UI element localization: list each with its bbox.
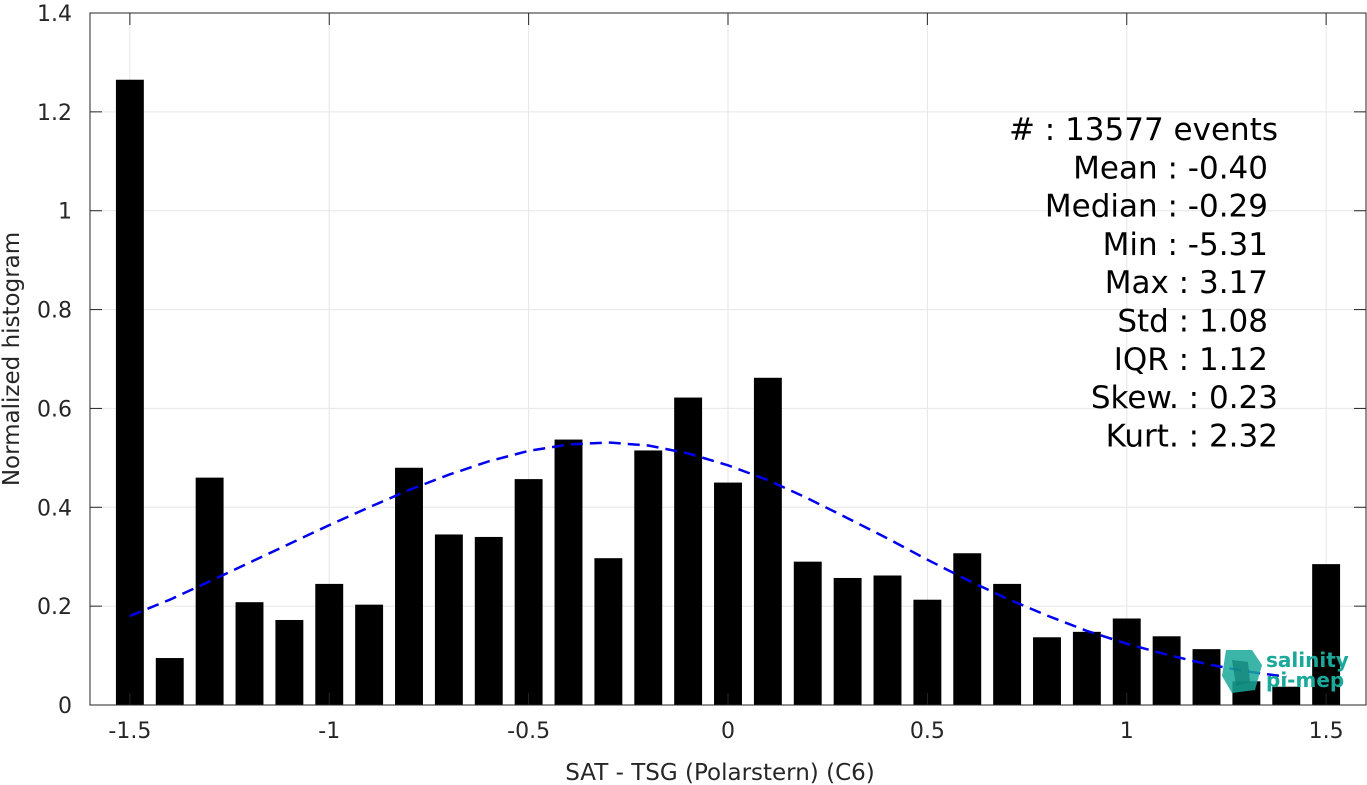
stat-line-7: Skew. : 0.23 (1091, 380, 1278, 416)
x-tick-label-3: 0 (721, 719, 735, 744)
y-axis-ticks: 0 0.2 0.4 0.6 0.8 1 1.2 1.4 (37, 2, 1366, 719)
x-tick-label-5: 1 (1120, 719, 1134, 744)
histogram-bar-26 (1152, 636, 1181, 705)
stat-line-6: IQR : 1.12 (1114, 342, 1268, 378)
histogram-bar-9 (474, 536, 503, 705)
x-tick-label-1: -1 (318, 719, 340, 744)
y-tick-label-0: 0 (58, 694, 72, 719)
y-tick-label-3: 0.6 (37, 397, 72, 422)
y-tick-label-6: 1.2 (37, 101, 72, 126)
histogram-bar-11 (554, 439, 583, 705)
x-tick-label-4: 0.5 (910, 719, 945, 744)
x-tick-label-6: 1.5 (1309, 719, 1344, 744)
histogram-bar-21 (953, 553, 982, 705)
histogram-bar-14 (674, 397, 703, 705)
stat-line-0: # : 13577 events (1009, 112, 1278, 148)
grid-lines (90, 12, 1366, 706)
histogram-bar-6 (355, 604, 384, 705)
histogram-bar-2 (195, 477, 224, 705)
histogram-bar-18 (833, 577, 862, 705)
y-tick-label-1: 0.2 (37, 595, 72, 620)
logo-text-salinity: salinity (1266, 648, 1349, 672)
histogram-bar-7 (395, 467, 423, 705)
y-tick-label-7: 1.4 (37, 2, 72, 27)
histogram-bar-27 (1192, 649, 1221, 705)
stat-line-2: Median : -0.29 (1045, 189, 1268, 225)
histogram-bar-24 (1072, 631, 1101, 705)
histogram-bar-19 (873, 575, 902, 705)
x-axis-label: SAT - TSG (Polarstern) (C6) (565, 760, 874, 785)
histogram-bar-16 (753, 377, 782, 705)
stat-line-5: Std : 1.08 (1117, 304, 1268, 340)
y-axis-label: Normalized histogram (0, 232, 25, 486)
stat-line-3: Min : -5.31 (1103, 227, 1268, 263)
logo-mark-shade-icon (1232, 660, 1250, 686)
histogram-bar-29 (1272, 686, 1301, 705)
histogram-bar-13 (634, 450, 663, 705)
histogram-bar-20 (913, 599, 942, 705)
stat-line-8: Kurt. : 2.32 (1106, 418, 1278, 454)
histogram-bar-23 (1033, 637, 1061, 705)
salinity-pimep-logo: salinity pi-mep (1222, 648, 1349, 693)
y-tick-label-4: 0.8 (37, 299, 72, 324)
histogram-bar-4 (275, 619, 304, 705)
stat-line-1: Mean : -0.40 (1073, 150, 1268, 186)
histogram-bar-15 (714, 482, 742, 705)
stat-line-4: Max : 3.17 (1105, 265, 1268, 301)
histogram-bar-3 (235, 602, 264, 705)
histogram-bar-8 (434, 534, 463, 705)
histogram-bar-22 (993, 583, 1022, 705)
y-tick-label-2: 0.4 (37, 496, 72, 521)
x-tick-label-0: -1.5 (108, 719, 151, 744)
logo-text-pimep: pi-mep (1266, 668, 1344, 692)
histogram-bar-17 (793, 561, 822, 705)
histogram-bar-10 (514, 479, 543, 705)
histogram-bar-25 (1112, 618, 1141, 705)
x-tick-label-2: -0.5 (507, 719, 550, 744)
y-tick-label-5: 1 (58, 200, 72, 225)
histogram-bar-1 (155, 658, 184, 705)
histogram-bar-0 (115, 79, 144, 705)
x-axis-ticks: -1.5 -1 -0.5 0 0.5 1 1.5 (108, 13, 1344, 744)
gaussian-fit-curve (129, 441, 1287, 679)
histogram-bar-12 (594, 558, 623, 705)
histogram-bars (115, 79, 1341, 705)
histogram-bar-5 (315, 583, 344, 705)
histogram-bar-30 (1312, 564, 1341, 705)
